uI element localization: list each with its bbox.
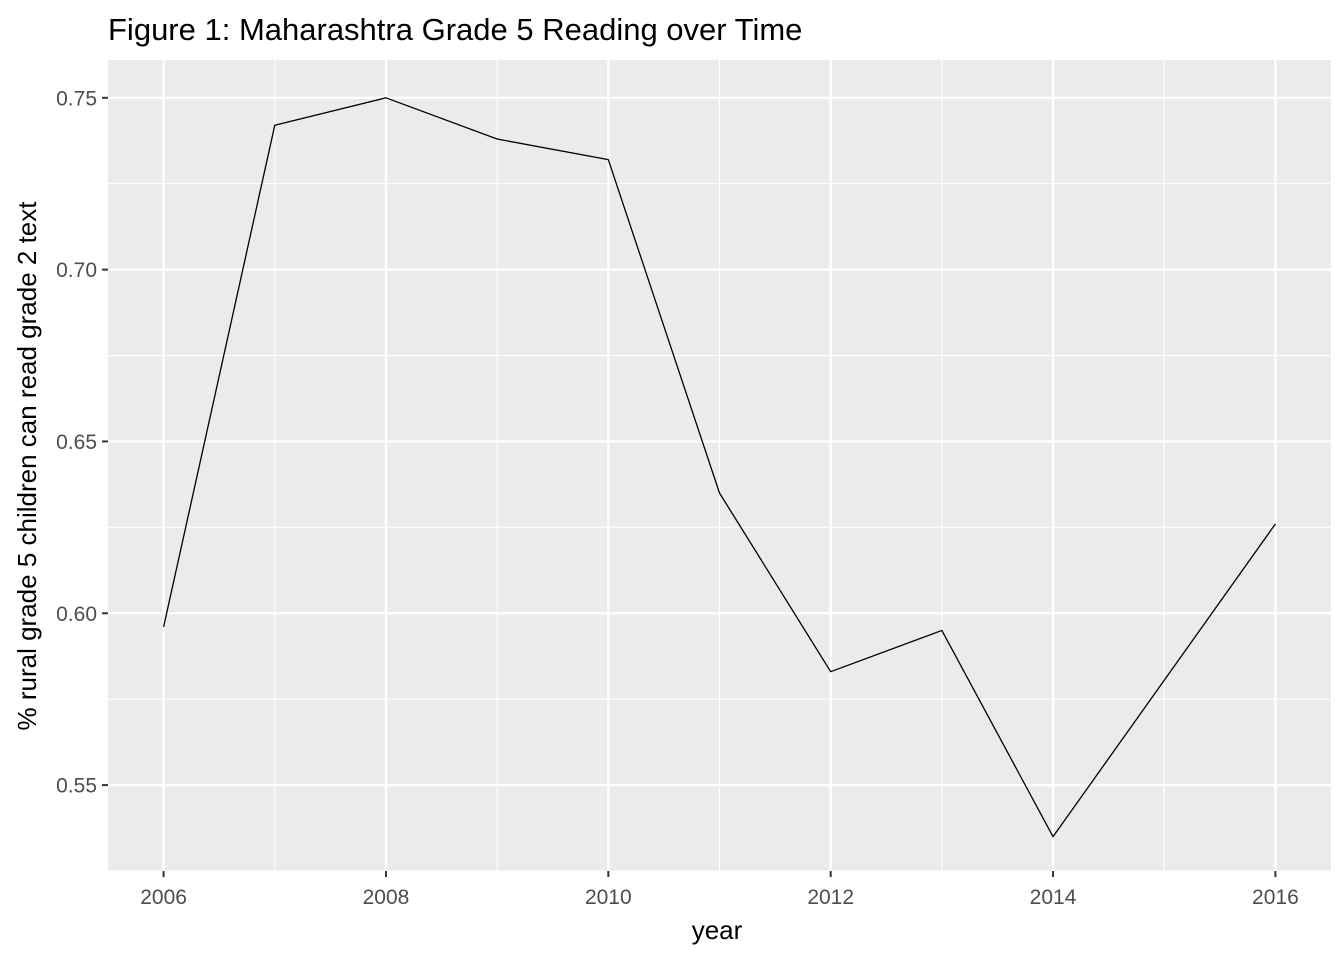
- x-tick-label: 2016: [1252, 886, 1299, 909]
- x-tick-label: 2012: [807, 886, 854, 909]
- minor-gridlines: [108, 60, 1331, 872]
- y-tick-label: 0.70: [56, 259, 97, 282]
- y-axis: 0.55 0.60 0.65 0.70 0.75: [56, 87, 108, 798]
- y-tick-label: 0.75: [56, 87, 97, 110]
- series-layer: [162, 97, 1276, 838]
- series-line: [162, 97, 1276, 838]
- x-tick-label: 2008: [363, 886, 410, 909]
- y-tick-label: 0.60: [56, 603, 97, 626]
- chart-title: Figure 1: Maharashtra Grade 5 Reading ov…: [108, 12, 802, 47]
- x-tick-label: 2010: [585, 886, 632, 909]
- x-axis-title: year: [692, 915, 743, 945]
- x-tick-label: 2014: [1030, 886, 1077, 909]
- y-tick-label: 0.55: [56, 775, 97, 798]
- y-tick-label: 0.65: [56, 431, 97, 454]
- major-gridlines: [108, 60, 1331, 871]
- x-axis: 2006 2008 2010 2012 2014 2016: [140, 871, 1299, 909]
- x-tick-label: 2006: [140, 886, 187, 909]
- y-axis-title: % rural grade 5 children can read grade …: [12, 201, 42, 731]
